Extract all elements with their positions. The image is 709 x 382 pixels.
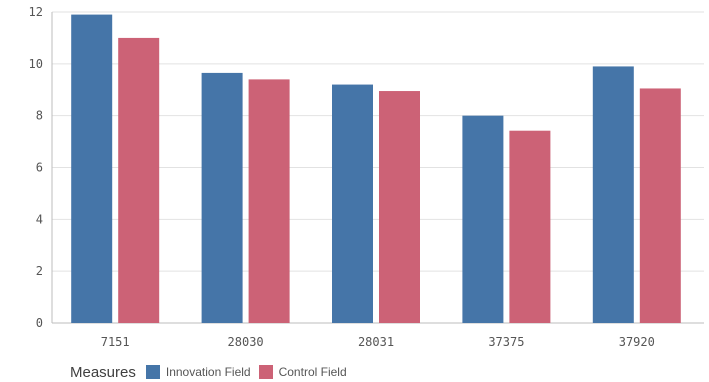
legend-label-control: Control Field [278,365,347,379]
bar-innovation-28031[interactable] [332,84,373,323]
x-tick-label: 28030 [228,335,264,349]
y-tick-label: 10 [29,57,43,71]
bar-control-37375[interactable] [509,130,551,323]
bar-control-37920[interactable] [639,88,681,324]
y-tick-label: 8 [36,109,43,123]
legend-label-innovation: Innovation Field [165,365,251,379]
bar-innovation-28030[interactable] [201,72,243,323]
y-tick-label: 6 [36,161,43,175]
y-tick-label: 4 [36,212,43,226]
x-tick-label: 28031 [358,335,394,349]
x-tick-label: 7151 [101,335,130,349]
legend-item-innovation[interactable]: Innovation Field [145,365,251,379]
y-tick-label: 12 [29,5,43,19]
bar-control-28031[interactable] [379,91,420,323]
legend-item-control[interactable]: Control Field [258,365,347,379]
bar-control-28030[interactable] [248,79,290,323]
y-tick-label: 2 [36,264,43,278]
bar-innovation-37920[interactable] [592,66,634,324]
bars [71,14,681,324]
bar-innovation-37375[interactable] [462,115,504,324]
legend-title: Measures [70,363,136,381]
x-tick-label: 37920 [619,335,655,349]
y-axis-ticks: 0 2 4 6 8 10 12 [29,5,43,330]
legend-swatch-control [258,365,273,379]
x-tick-label: 37375 [488,335,524,349]
legend-swatch-innovation [145,365,160,379]
y-tick-label: 0 [36,316,43,330]
bar-innovation-7151[interactable] [71,14,113,323]
legend: Measures Innovation Field Control Field [70,362,355,382]
grid-lines [51,11,704,324]
x-axis-ticks: 7151 28030 28031 37375 37920 [101,335,655,349]
bar-control-7151[interactable] [118,37,160,324]
